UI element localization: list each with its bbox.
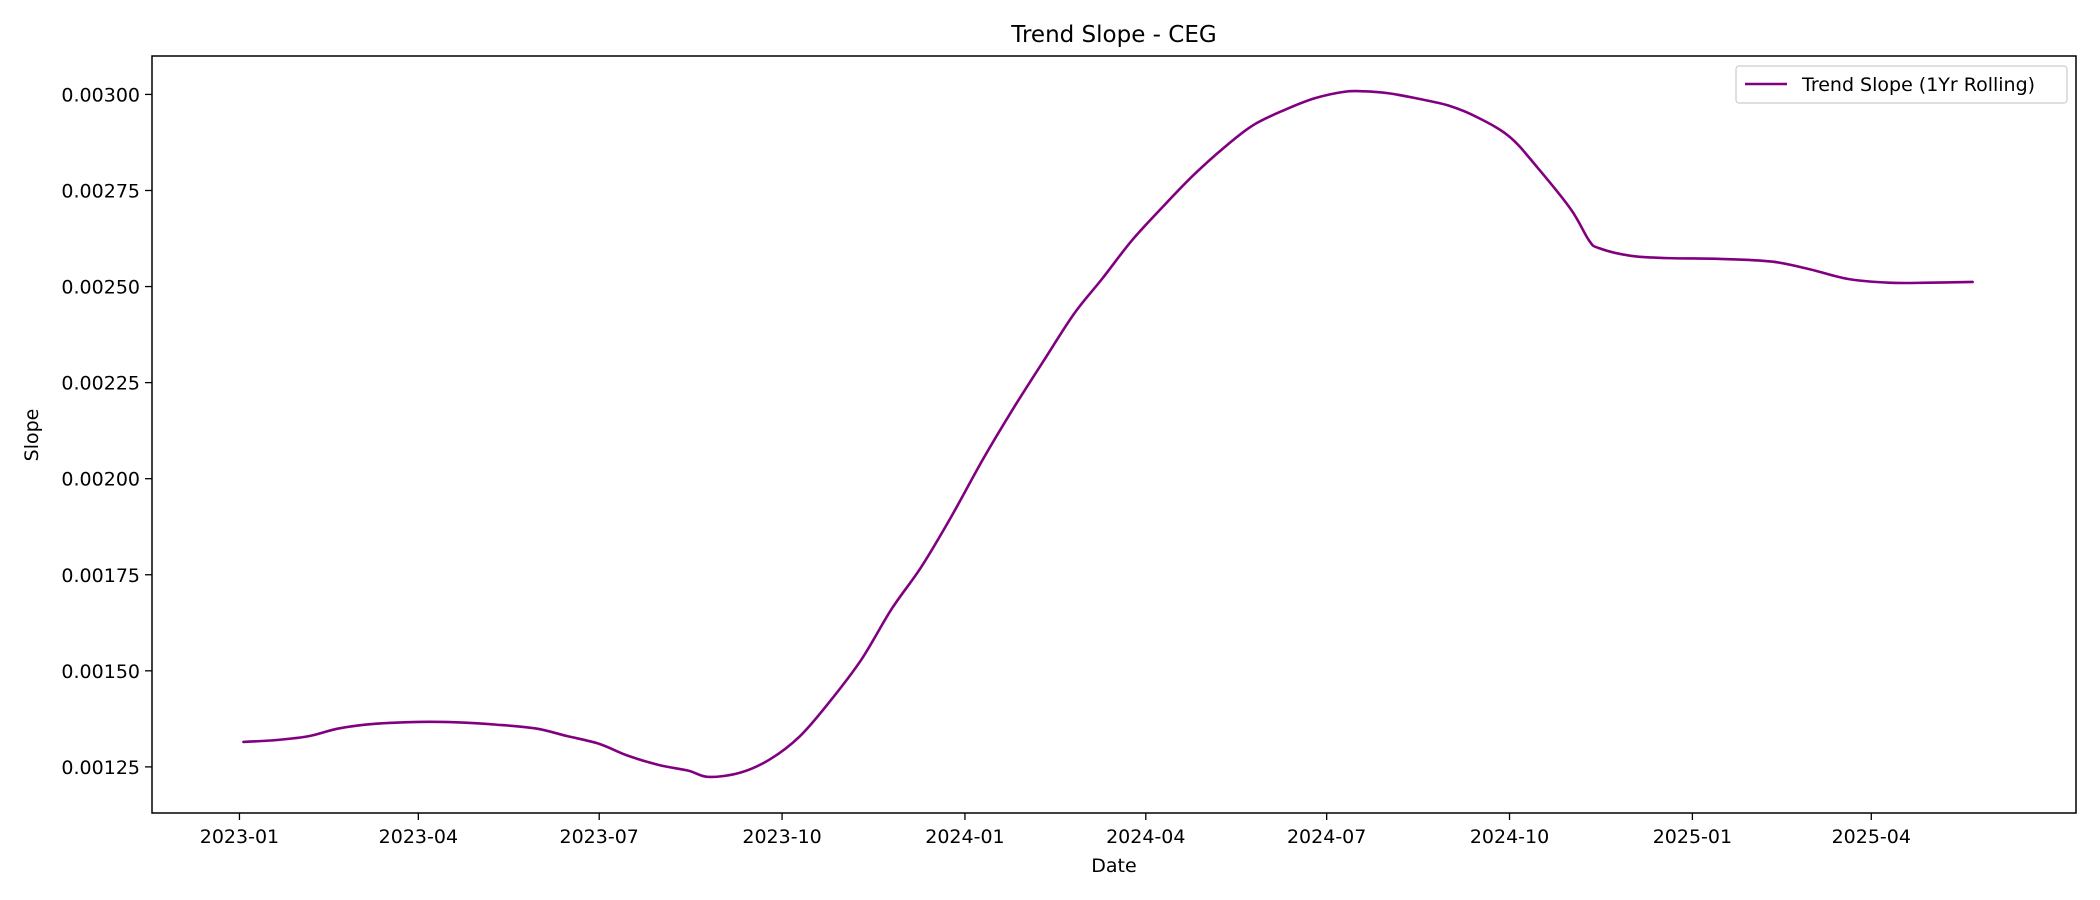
- y-tick-label: 0.00200: [61, 469, 140, 491]
- legend-label: Trend Slope (1Yr Rolling): [1801, 74, 2035, 96]
- y-tick-label: 0.00250: [61, 277, 140, 299]
- x-tick-label: 2024-07: [1287, 826, 1366, 848]
- x-tick-label: 2023-07: [560, 826, 639, 848]
- legend: Trend Slope (1Yr Rolling): [1735, 65, 2068, 104]
- x-tick-label: 2023-04: [379, 826, 458, 848]
- x-tick-label: 2024-10: [1470, 826, 1549, 848]
- plot-frame: [151, 55, 2077, 814]
- x-tick-label: 2024-04: [1106, 826, 1185, 848]
- y-tick-label: 0.00175: [61, 565, 140, 587]
- x-axis-title: Date: [1091, 855, 1136, 877]
- series-layer: [242, 89, 1974, 779]
- x-tick-label: 2025-01: [1653, 826, 1732, 848]
- x-tick-label: 2023-01: [200, 826, 279, 848]
- series-line-trend-slope: [242, 89, 1974, 779]
- x-tick-label: 2025-04: [1832, 826, 1911, 848]
- x-tick-label: 2023-10: [742, 826, 821, 848]
- y-tick-label: 0.00150: [61, 661, 140, 683]
- x-tick-label: 2024-01: [925, 826, 1004, 848]
- y-axis: 0.00125 0.00150 0.00175 0.00200 0.00225 0.002…: [61, 84, 152, 779]
- chart-title: Trend Slope - CEG: [1010, 22, 1216, 48]
- y-axis-title: Slope: [21, 409, 43, 462]
- y-tick-label: 0.00275: [61, 180, 140, 202]
- x-axis: 2023-01 2023-04 2023-07 2023-10 2024-01 2024-…: [200, 813, 1911, 848]
- y-tick-label: 0.00125: [61, 757, 140, 779]
- y-tick-label: 0.00300: [61, 84, 140, 106]
- y-tick-label: 0.00225: [61, 373, 140, 395]
- legend-frame: [1735, 65, 2068, 104]
